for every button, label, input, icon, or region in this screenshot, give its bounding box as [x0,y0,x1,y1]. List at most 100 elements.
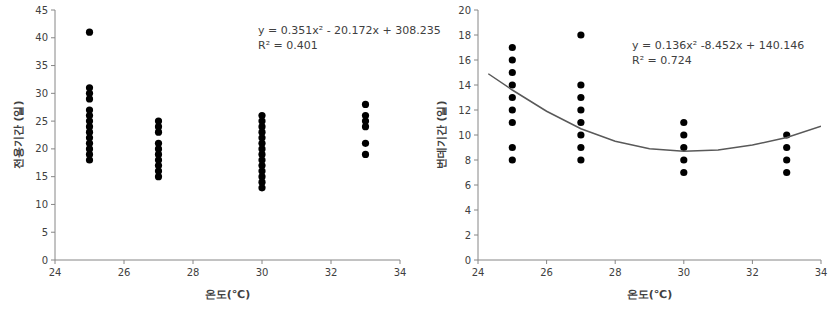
y-tick-label: 45 [35,5,48,16]
y-tick [474,110,478,111]
y-tick [51,65,55,66]
x-tick-label: 34 [815,267,828,278]
x-tick-label: 34 [394,267,407,278]
y-tick [51,37,55,38]
y-tick [51,232,55,233]
data-point [577,144,584,151]
data-point [86,95,93,102]
fit-line [488,74,821,152]
annotation: R² = 0.724 [632,54,692,67]
y-tick [474,235,478,236]
y-tick [474,10,478,11]
data-point [258,184,265,191]
x-tick-label: 28 [187,267,200,278]
chart: 02468101214161820242628303234온도(℃)번데기간 (… [435,5,827,302]
data-point [577,119,584,126]
x-tick [546,260,547,264]
y-tick-label: 0 [42,255,48,266]
y-tick-label: 40 [35,32,48,43]
y-tick-label: 30 [35,88,48,99]
data-point [509,119,516,126]
x-tick [478,260,479,264]
data-point [509,69,516,76]
x-tick [331,260,332,264]
x-axis-label: 온도(℃) [627,288,672,301]
data-point [362,101,369,108]
x-tick-label: 28 [609,267,622,278]
data-point [362,140,369,147]
y-tick-label: 12 [458,105,471,116]
y-axis-label: 번데기간 (일) [435,101,448,170]
y-tick [474,60,478,61]
data-point [577,131,584,138]
data-point [509,156,516,163]
data-point [577,94,584,101]
x-tick-label: 32 [746,267,759,278]
y-tick [51,121,55,122]
data-point [680,169,687,176]
data-point [783,156,790,163]
y-tick [51,10,55,11]
x-tick [615,260,616,264]
y-tick-label: 10 [35,199,48,210]
x-tick [752,260,753,264]
y-tick-label: 35 [35,60,48,71]
x-axis [478,260,821,261]
data-point [155,173,162,180]
annotation: y = 0.136x² -8.452x + 140.146 [632,39,804,52]
data-point [680,144,687,151]
data-point [155,129,162,136]
x-tick-label: 30 [256,267,269,278]
y-tick [474,260,478,261]
data-point [509,106,516,113]
data-point [783,144,790,151]
data-point [509,44,516,51]
data-point [680,119,687,126]
x-tick-label: 26 [540,267,553,278]
y-tick [51,93,55,94]
y-tick-label: 4 [465,205,471,216]
x-tick [193,260,194,264]
y-tick [474,35,478,36]
data-point [680,156,687,163]
y-tick [474,135,478,136]
y-tick [474,210,478,211]
y-tick-label: 25 [35,116,48,127]
y-tick [474,85,478,86]
data-point [509,94,516,101]
data-point [86,156,93,163]
y-tick-label: 20 [458,5,471,16]
figure: 051015202530354045242628303234온도(℃)전용기간 … [0,0,839,315]
x-tick [124,260,125,264]
y-tick-label: 15 [35,171,48,182]
x-tick [821,260,822,264]
y-tick [51,148,55,149]
x-tick [262,260,263,264]
y-tick-label: 5 [42,227,48,238]
y-axis [55,10,56,260]
y-tick [474,185,478,186]
y-tick-label: 6 [465,180,471,191]
x-axis-label: 온도(℃) [205,288,250,301]
x-tick-label: 26 [118,267,131,278]
y-tick [51,176,55,177]
plot-area [488,31,821,176]
data-point [509,56,516,63]
data-point [680,131,687,138]
annotation: y = 0.351x² - 20.172x + 308.235 [258,24,441,37]
data-point [577,81,584,88]
data-point [86,29,93,36]
y-tick-label: 14 [458,80,471,91]
y-tick [51,204,55,205]
y-tick-label: 8 [465,155,471,166]
x-tick-label: 24 [472,267,485,278]
x-tick [683,260,684,264]
data-point [577,106,584,113]
plot-area [86,29,369,192]
data-point [362,151,369,158]
x-tick-label: 24 [49,267,62,278]
x-tick-label: 30 [677,267,690,278]
y-tick [51,260,55,261]
x-tick-label: 32 [325,267,338,278]
y-tick-label: 20 [35,143,48,154]
